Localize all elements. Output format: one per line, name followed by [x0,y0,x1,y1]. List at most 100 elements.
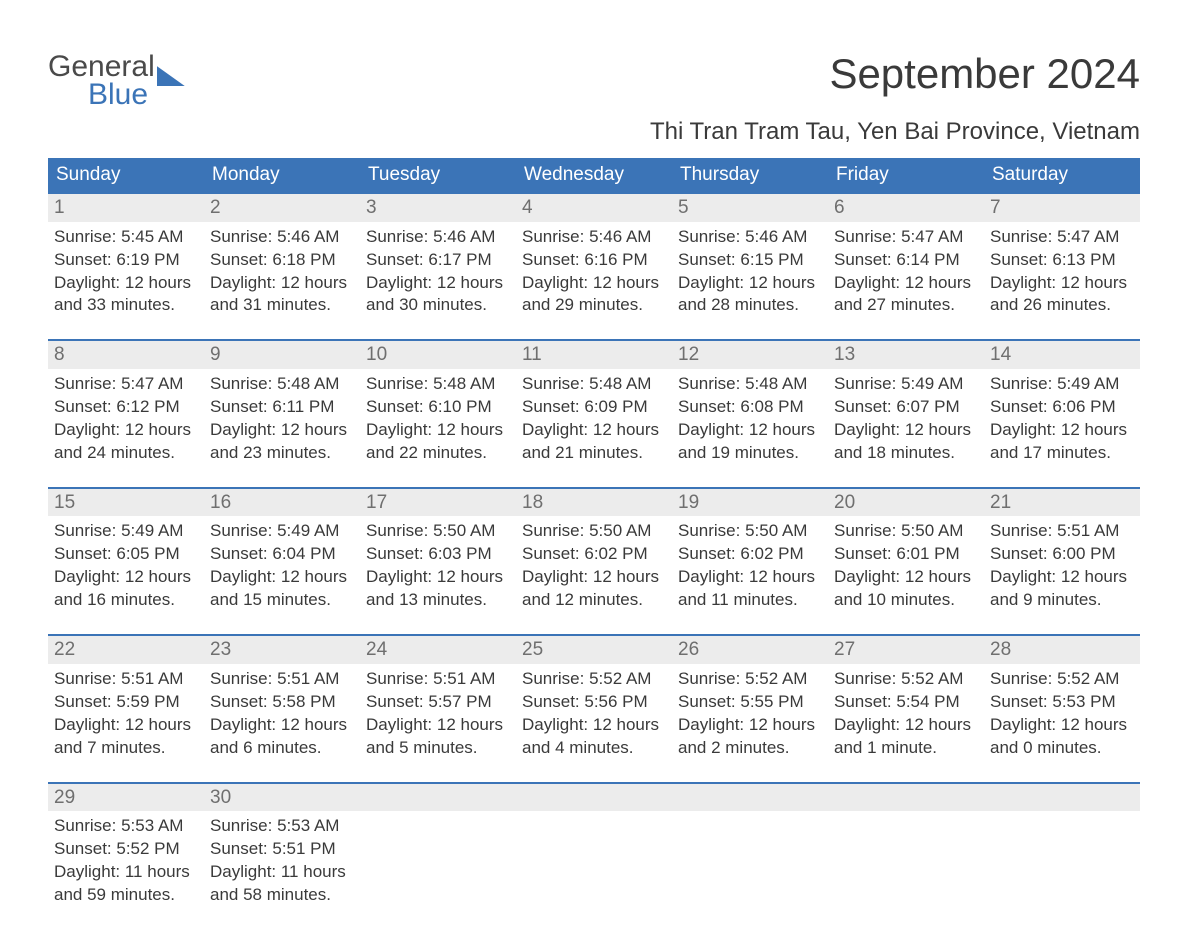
day-number-bar: 10 [360,341,516,369]
day-number: 2 [210,197,221,218]
daylight-text: and 58 minutes. [210,884,354,907]
day-cell: 20Sunrise: 5:50 AMSunset: 6:01 PMDayligh… [828,489,984,634]
day-number-bar: 11 [516,341,672,369]
sunrise-text: Sunrise: 5:47 AM [990,226,1134,249]
week-row: 22Sunrise: 5:51 AMSunset: 5:59 PMDayligh… [48,634,1140,781]
dow-cell: Tuesday [360,158,516,192]
day-number: 14 [990,344,1011,365]
sunset-text: Sunset: 6:18 PM [210,249,354,272]
logo: General Blue [48,50,185,112]
sunrise-text: Sunrise: 5:49 AM [210,520,354,543]
daylight-text: and 12 minutes. [522,589,666,612]
day-number: 27 [834,639,855,660]
day-cell: 26Sunrise: 5:52 AMSunset: 5:55 PMDayligh… [672,636,828,781]
daylight-text: and 4 minutes. [522,737,666,760]
daylight-text: and 28 minutes. [678,294,822,317]
day-number: 28 [990,639,1011,660]
day-cell: 2 Sunrise: 5:46 AMSunset: 6:18 PMDaylight… [204,194,360,339]
daylight-text: Daylight: 12 hours [366,566,510,589]
sunset-text: Sunset: 6:03 PM [366,543,510,566]
sunset-text: Sunset: 5:53 PM [990,691,1134,714]
day-number: 29 [54,787,75,808]
week-row: 1Sunrise: 5:45 AMSunset: 6:19 PMDaylight… [48,192,1140,339]
sunset-text: Sunset: 6:19 PM [54,249,198,272]
daylight-text: Daylight: 12 hours [54,419,198,442]
day-number: 10 [366,344,387,365]
title-block: September 2024 Thi Tran Tram Tau, Yen Ba… [650,50,1140,146]
sunset-text: Sunset: 6:15 PM [678,249,822,272]
sunrise-text: Sunrise: 5:49 AM [834,373,978,396]
dow-cell: Monday [204,158,360,192]
daylight-text: and 7 minutes. [54,737,198,760]
day-number: 18 [522,492,543,513]
day-number: 7 [990,197,1001,218]
sunset-text: Sunset: 6:09 PM [522,396,666,419]
sunrise-text: Sunrise: 5:48 AM [366,373,510,396]
day-number-bar: 8 [48,341,204,369]
daylight-text: Daylight: 12 hours [210,566,354,589]
daylight-text: and 5 minutes. [366,737,510,760]
sunset-text: Sunset: 6:02 PM [678,543,822,566]
sunrise-text: Sunrise: 5:51 AM [210,668,354,691]
day-number-bar: . [516,784,672,812]
daylight-text: Daylight: 12 hours [210,714,354,737]
day-number: 12 [678,344,699,365]
day-cell: 25Sunrise: 5:52 AMSunset: 5:56 PMDayligh… [516,636,672,781]
day-number-bar: 29 [48,784,204,812]
day-cell: 15Sunrise: 5:49 AMSunset: 6:05 PMDayligh… [48,489,204,634]
daylight-text: Daylight: 12 hours [990,272,1134,295]
day-cell: 27Sunrise: 5:52 AMSunset: 5:54 PMDayligh… [828,636,984,781]
sunset-text: Sunset: 6:08 PM [678,396,822,419]
day-number-bar: 27 [828,636,984,664]
day-cell: . [984,784,1140,929]
sunset-text: Sunset: 6:11 PM [210,396,354,419]
month-title: September 2024 [650,50,1140,98]
daylight-text: and 6 minutes. [210,737,354,760]
day-cell: 9Sunrise: 5:48 AMSunset: 6:11 PMDaylight… [204,341,360,486]
day-number-bar: 7 [984,194,1140,222]
sunset-text: Sunset: 5:51 PM [210,838,354,861]
day-cell: 17Sunrise: 5:50 AMSunset: 6:03 PMDayligh… [360,489,516,634]
sunrise-text: Sunrise: 5:46 AM [210,226,354,249]
sunset-text: Sunset: 5:57 PM [366,691,510,714]
day-number-bar: 22 [48,636,204,664]
sunset-text: Sunset: 6:12 PM [54,396,198,419]
sunset-text: Sunset: 5:59 PM [54,691,198,714]
sunrise-text: Sunrise: 5:46 AM [678,226,822,249]
sunrise-text: Sunrise: 5:49 AM [990,373,1134,396]
daylight-text: Daylight: 12 hours [210,272,354,295]
daylight-text: Daylight: 12 hours [366,419,510,442]
daylight-text: Daylight: 12 hours [678,419,822,442]
sunrise-text: Sunrise: 5:48 AM [522,373,666,396]
day-cell: 14Sunrise: 5:49 AMSunset: 6:06 PMDayligh… [984,341,1140,486]
week-row: 29Sunrise: 5:53 AMSunset: 5:52 PMDayligh… [48,782,1140,929]
dow-cell: Thursday [672,158,828,192]
daylight-text: and 26 minutes. [990,294,1134,317]
daylight-text: Daylight: 12 hours [54,714,198,737]
day-number: 13 [834,344,855,365]
day-number-bar: 20 [828,489,984,517]
daylight-text: and 9 minutes. [990,589,1134,612]
day-cell: 13Sunrise: 5:49 AMSunset: 6:07 PMDayligh… [828,341,984,486]
day-number-bar: 12 [672,341,828,369]
day-number-bar: 21 [984,489,1140,517]
daylight-text: Daylight: 12 hours [990,566,1134,589]
location-subtitle: Thi Tran Tram Tau, Yen Bai Province, Vie… [650,118,1140,146]
sunrise-text: Sunrise: 5:52 AM [990,668,1134,691]
day-number: 15 [54,492,75,513]
day-cell: 22Sunrise: 5:51 AMSunset: 5:59 PMDayligh… [48,636,204,781]
day-number: 17 [366,492,387,513]
day-cell: . [360,784,516,929]
day-number: 4 [522,197,533,218]
sunset-text: Sunset: 6:14 PM [834,249,978,272]
day-number-bar: . [672,784,828,812]
day-number: 21 [990,492,1011,513]
sunrise-text: Sunrise: 5:49 AM [54,520,198,543]
day-number: 6 [834,197,845,218]
sunrise-text: Sunrise: 5:47 AM [54,373,198,396]
day-number: 1 [54,197,65,218]
day-number-bar: . [828,784,984,812]
sunset-text: Sunset: 6:01 PM [834,543,978,566]
day-cell: 1Sunrise: 5:45 AMSunset: 6:19 PMDaylight… [48,194,204,339]
daylight-text: and 18 minutes. [834,442,978,465]
